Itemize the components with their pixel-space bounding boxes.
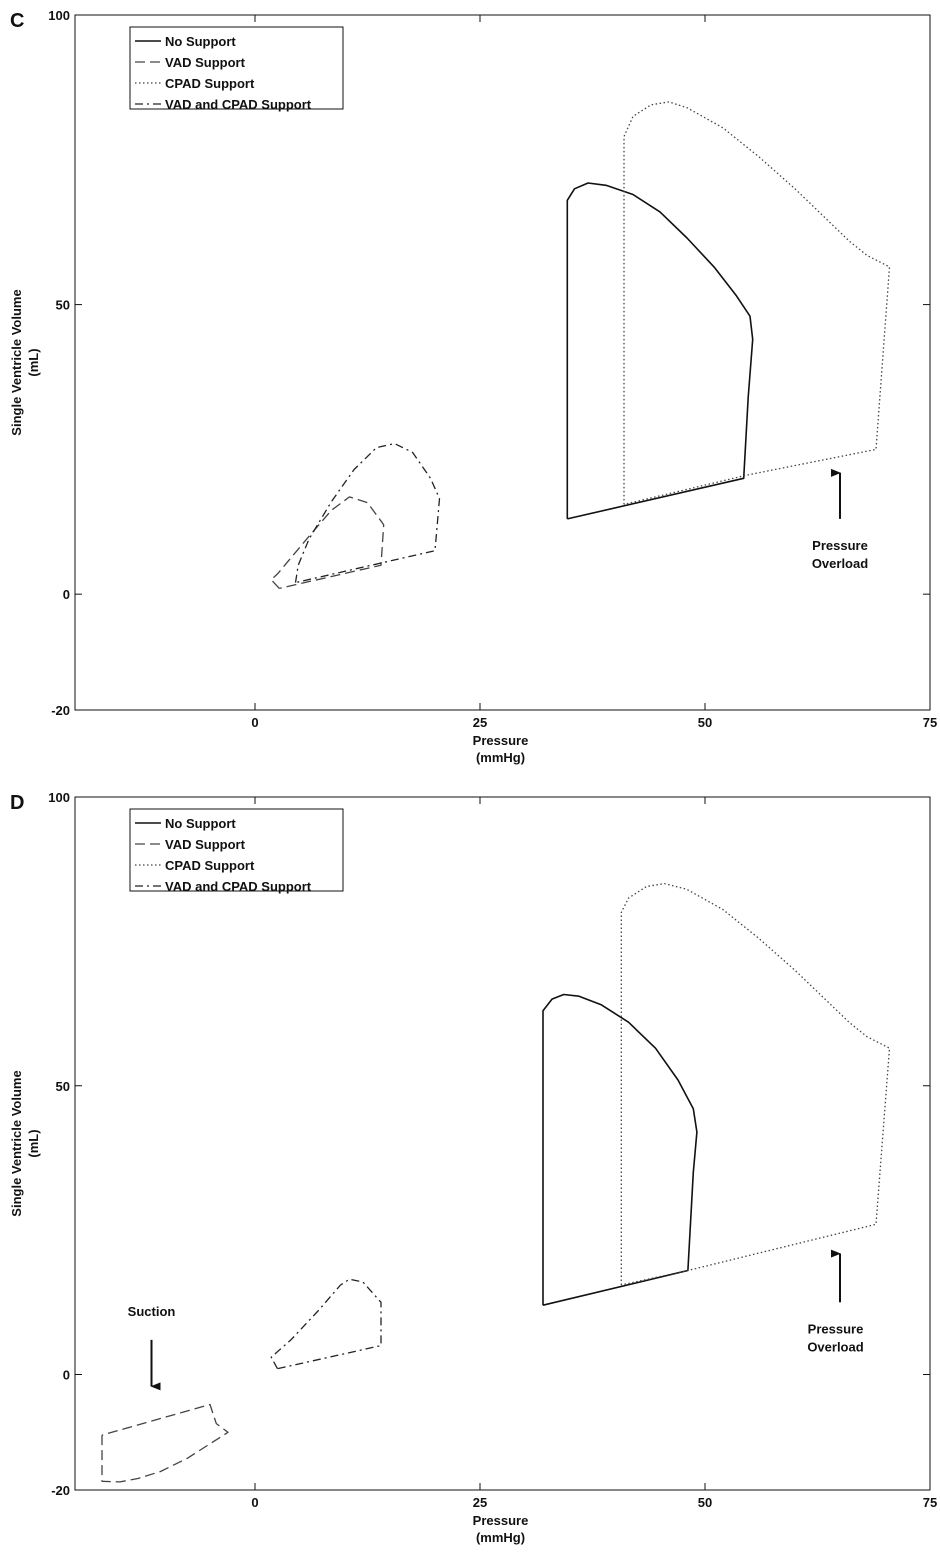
panel-d: 0 25 50 75 -20 0 50 100 Pressure (mmHg) Single Ven… xyxy=(9,790,937,1545)
x-tick-label: 75 xyxy=(923,715,937,730)
legend-label: CPAD Support xyxy=(165,858,255,873)
y-axis-unit: (mL) xyxy=(26,348,41,376)
series-line-dotted xyxy=(620,882,891,1286)
y-tick-label: -20 xyxy=(51,1483,70,1498)
legend-box xyxy=(129,808,344,892)
x-tick-label: 25 xyxy=(473,715,487,730)
x-tick-label: 75 xyxy=(923,1495,937,1510)
series-line-solid xyxy=(542,993,698,1306)
legend-label: VAD and CPAD Support xyxy=(165,97,312,112)
y-axis-unit: (mL) xyxy=(26,1129,41,1157)
legend-label: VAD Support xyxy=(165,55,246,70)
x-tick-label: 0 xyxy=(251,1495,258,1510)
panel-c: 0 25 50 75 -20 0 50 100 Pressure (mmHg) Single Ven… xyxy=(9,8,937,765)
series-line-dashed xyxy=(101,1403,229,1483)
legend-label: CPAD Support xyxy=(165,76,255,91)
series-line-dashdot xyxy=(294,442,441,584)
y-tick-label: -20 xyxy=(51,703,70,718)
annotation-text: Pressure xyxy=(812,538,868,553)
plot-frame xyxy=(74,796,931,1491)
y-tick-label: 0 xyxy=(63,587,70,602)
panel-letter: D xyxy=(10,792,24,814)
legend-label: No Support xyxy=(165,816,236,831)
y-tick-label: 50 xyxy=(56,298,70,313)
x-tick-label: 0 xyxy=(251,715,258,730)
x-axis-unit: (mmHg) xyxy=(476,1530,525,1545)
legend-label: VAD and CPAD Support xyxy=(165,879,312,894)
legend-label: VAD Support xyxy=(165,837,246,852)
legend: No Support VAD Support CPAD Support VAD and… xyxy=(129,808,344,894)
y-tick-label: 50 xyxy=(56,1079,70,1094)
legend-box xyxy=(129,26,344,110)
legend-label: No Support xyxy=(165,34,236,49)
series-line-dashed xyxy=(270,496,385,590)
annotation-text: Pressure xyxy=(808,1321,864,1336)
series-line-dashdot xyxy=(270,1278,382,1370)
series-line-solid xyxy=(566,182,754,520)
y-tick-label: 0 xyxy=(63,1368,70,1383)
panel-letter: C xyxy=(10,10,24,32)
annotation-text: Suction xyxy=(128,1304,176,1319)
x-axis-label: Pressure xyxy=(473,1513,529,1528)
y-tick-label: 100 xyxy=(48,8,70,23)
legend: No Support VAD Support CPAD Support VAD and… xyxy=(129,26,344,112)
y-axis-label: Single Ventricle Volume xyxy=(9,1070,24,1216)
x-tick-label: 25 xyxy=(473,1495,487,1510)
plot-frame xyxy=(74,14,931,711)
x-tick-label: 50 xyxy=(698,1495,712,1510)
annotation-text: Overload xyxy=(807,1339,863,1354)
y-axis-label: Single Ventricle Volume xyxy=(9,289,24,435)
x-axis-unit: (mmHg) xyxy=(476,750,525,765)
x-tick-label: 50 xyxy=(698,715,712,730)
y-tick-label: 100 xyxy=(48,790,70,805)
series-line-dotted xyxy=(623,101,891,506)
annotation-text: Overload xyxy=(812,556,868,571)
x-axis-label: Pressure xyxy=(473,733,529,748)
